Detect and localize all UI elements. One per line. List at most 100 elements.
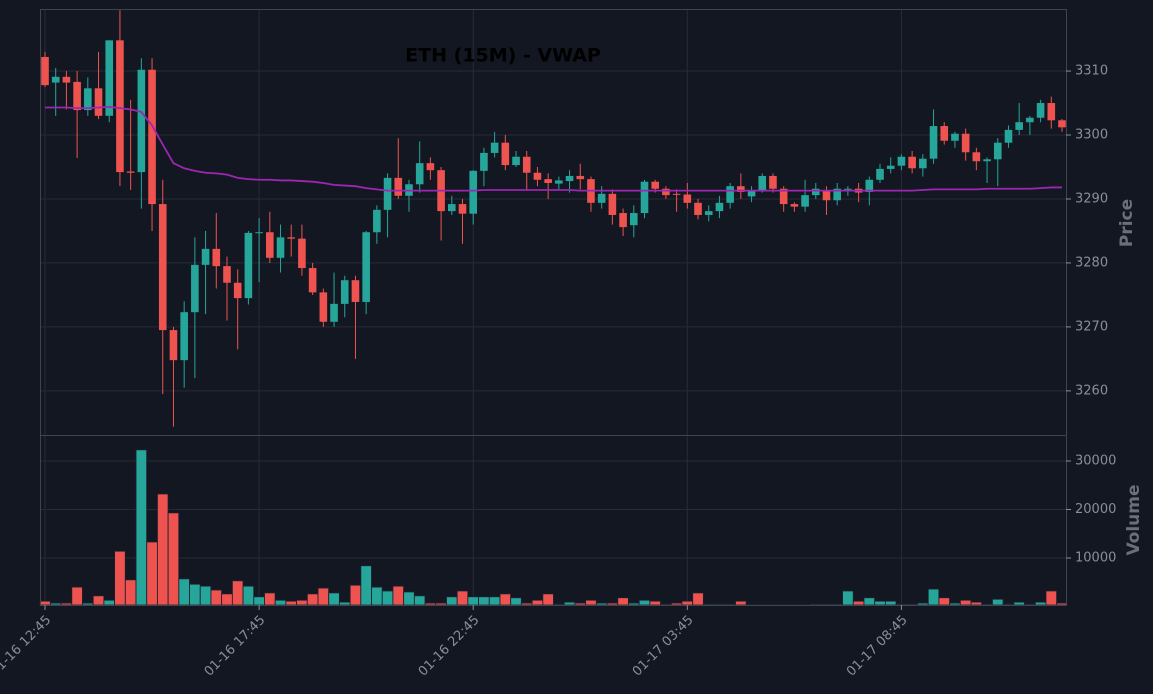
- candle-body: [833, 188, 841, 201]
- volume-bar: [863, 597, 876, 606]
- volume-bar: [221, 593, 233, 606]
- candle-body: [201, 248, 210, 265]
- candle-body: [330, 303, 338, 322]
- candle-body: [747, 190, 756, 197]
- volume-bar: [1056, 602, 1068, 606]
- volume-bar: [381, 590, 394, 606]
- volume-bar: [199, 585, 212, 606]
- volume-bar: [296, 599, 308, 606]
- volume-bar: [992, 598, 1004, 606]
- volume-bar: [820, 603, 833, 606]
- volume-bar: [521, 602, 533, 606]
- candle-body: [619, 213, 627, 228]
- volume-bar: [874, 600, 886, 606]
- candle-body: [683, 194, 692, 203]
- volume-bar: [574, 602, 586, 606]
- volume-bar: [264, 592, 276, 606]
- volume-bar: [231, 580, 244, 606]
- volume-bar: [628, 602, 640, 606]
- candle-body: [940, 126, 949, 141]
- candle-body: [629, 213, 638, 226]
- y-tick-label: 3280: [1075, 255, 1108, 270]
- volume-bar: [949, 602, 961, 606]
- volume-bar: [692, 592, 704, 606]
- candle-body: [811, 188, 820, 196]
- volume-bar: [424, 602, 437, 606]
- candle-body: [961, 133, 970, 153]
- y-tick-label: 10000: [1075, 550, 1116, 565]
- volume-bar: [563, 601, 576, 606]
- candle-body: [758, 175, 767, 191]
- candle-body: [180, 312, 188, 361]
- candle-body: [544, 179, 552, 183]
- volume-bar: [478, 596, 490, 606]
- volume-bar: [681, 600, 694, 606]
- candle-body: [148, 69, 156, 205]
- volume-bar: [114, 550, 126, 606]
- volume-axis-label: Volume: [1124, 484, 1144, 555]
- candle-body: [415, 163, 424, 185]
- volume-bar: [92, 595, 105, 606]
- candle-body: [865, 179, 874, 192]
- volume-bar: [810, 603, 822, 606]
- candle-body: [640, 181, 649, 214]
- volume-bar: [82, 602, 94, 606]
- candle-body: [458, 204, 467, 214]
- volume-bar: [306, 593, 319, 606]
- candle-body: [233, 282, 242, 299]
- volume-bar: [39, 600, 51, 606]
- vwap-line: [45, 105, 1062, 192]
- candle-body: [287, 237, 296, 239]
- volume-bar: [349, 584, 362, 606]
- candle-body: [244, 232, 253, 299]
- volume-bar: [1045, 590, 1057, 606]
- candle-body: [116, 40, 124, 173]
- volume-bar: [703, 603, 715, 606]
- candle-body: [908, 156, 916, 169]
- candle-body: [158, 204, 167, 331]
- candle-body: [951, 133, 959, 141]
- candle-body: [490, 142, 499, 153]
- volume-bar: [553, 603, 565, 606]
- volume-bar: [638, 599, 651, 606]
- volume-bar: [606, 602, 619, 606]
- volume-bar: [446, 596, 458, 606]
- volume-bar: [339, 601, 351, 606]
- candle-body: [694, 202, 702, 215]
- candle-body: [929, 126, 938, 159]
- volume-bar: [274, 599, 287, 606]
- candle-body: [319, 292, 328, 322]
- candle-body: [298, 238, 306, 269]
- candle-body: [790, 204, 799, 207]
- candle-body: [448, 204, 456, 212]
- candle-body: [1015, 122, 1023, 130]
- volume-bar: [488, 596, 501, 606]
- candle-body: [512, 156, 520, 166]
- candle-body: [715, 202, 724, 212]
- volume-bar: [724, 603, 736, 606]
- y-tick-label: 30000: [1075, 453, 1116, 468]
- volume-bar: [831, 603, 843, 606]
- candle-body: [876, 168, 884, 180]
- volume-bar: [435, 602, 447, 606]
- volume-bar: [392, 585, 404, 606]
- volume-bar: [895, 603, 908, 606]
- candle-body: [897, 156, 906, 166]
- volume-bar: [713, 603, 726, 606]
- candle-body: [105, 40, 114, 116]
- candle-body: [94, 88, 103, 116]
- candle-body: [1047, 103, 1056, 121]
- volume-bar: [157, 493, 169, 606]
- candle-body: [651, 181, 659, 189]
- candle-body: [191, 264, 199, 313]
- volume-bar: [531, 599, 544, 606]
- candle-body: [886, 165, 895, 169]
- volume-bar: [927, 588, 940, 606]
- candle-body: [672, 193, 681, 195]
- candle-body: [662, 188, 670, 196]
- volume-bar: [1002, 603, 1015, 606]
- candle-body: [308, 268, 317, 293]
- volume-bar: [328, 592, 340, 606]
- y-tick-label: 3260: [1075, 383, 1108, 398]
- candle-body: [62, 76, 71, 83]
